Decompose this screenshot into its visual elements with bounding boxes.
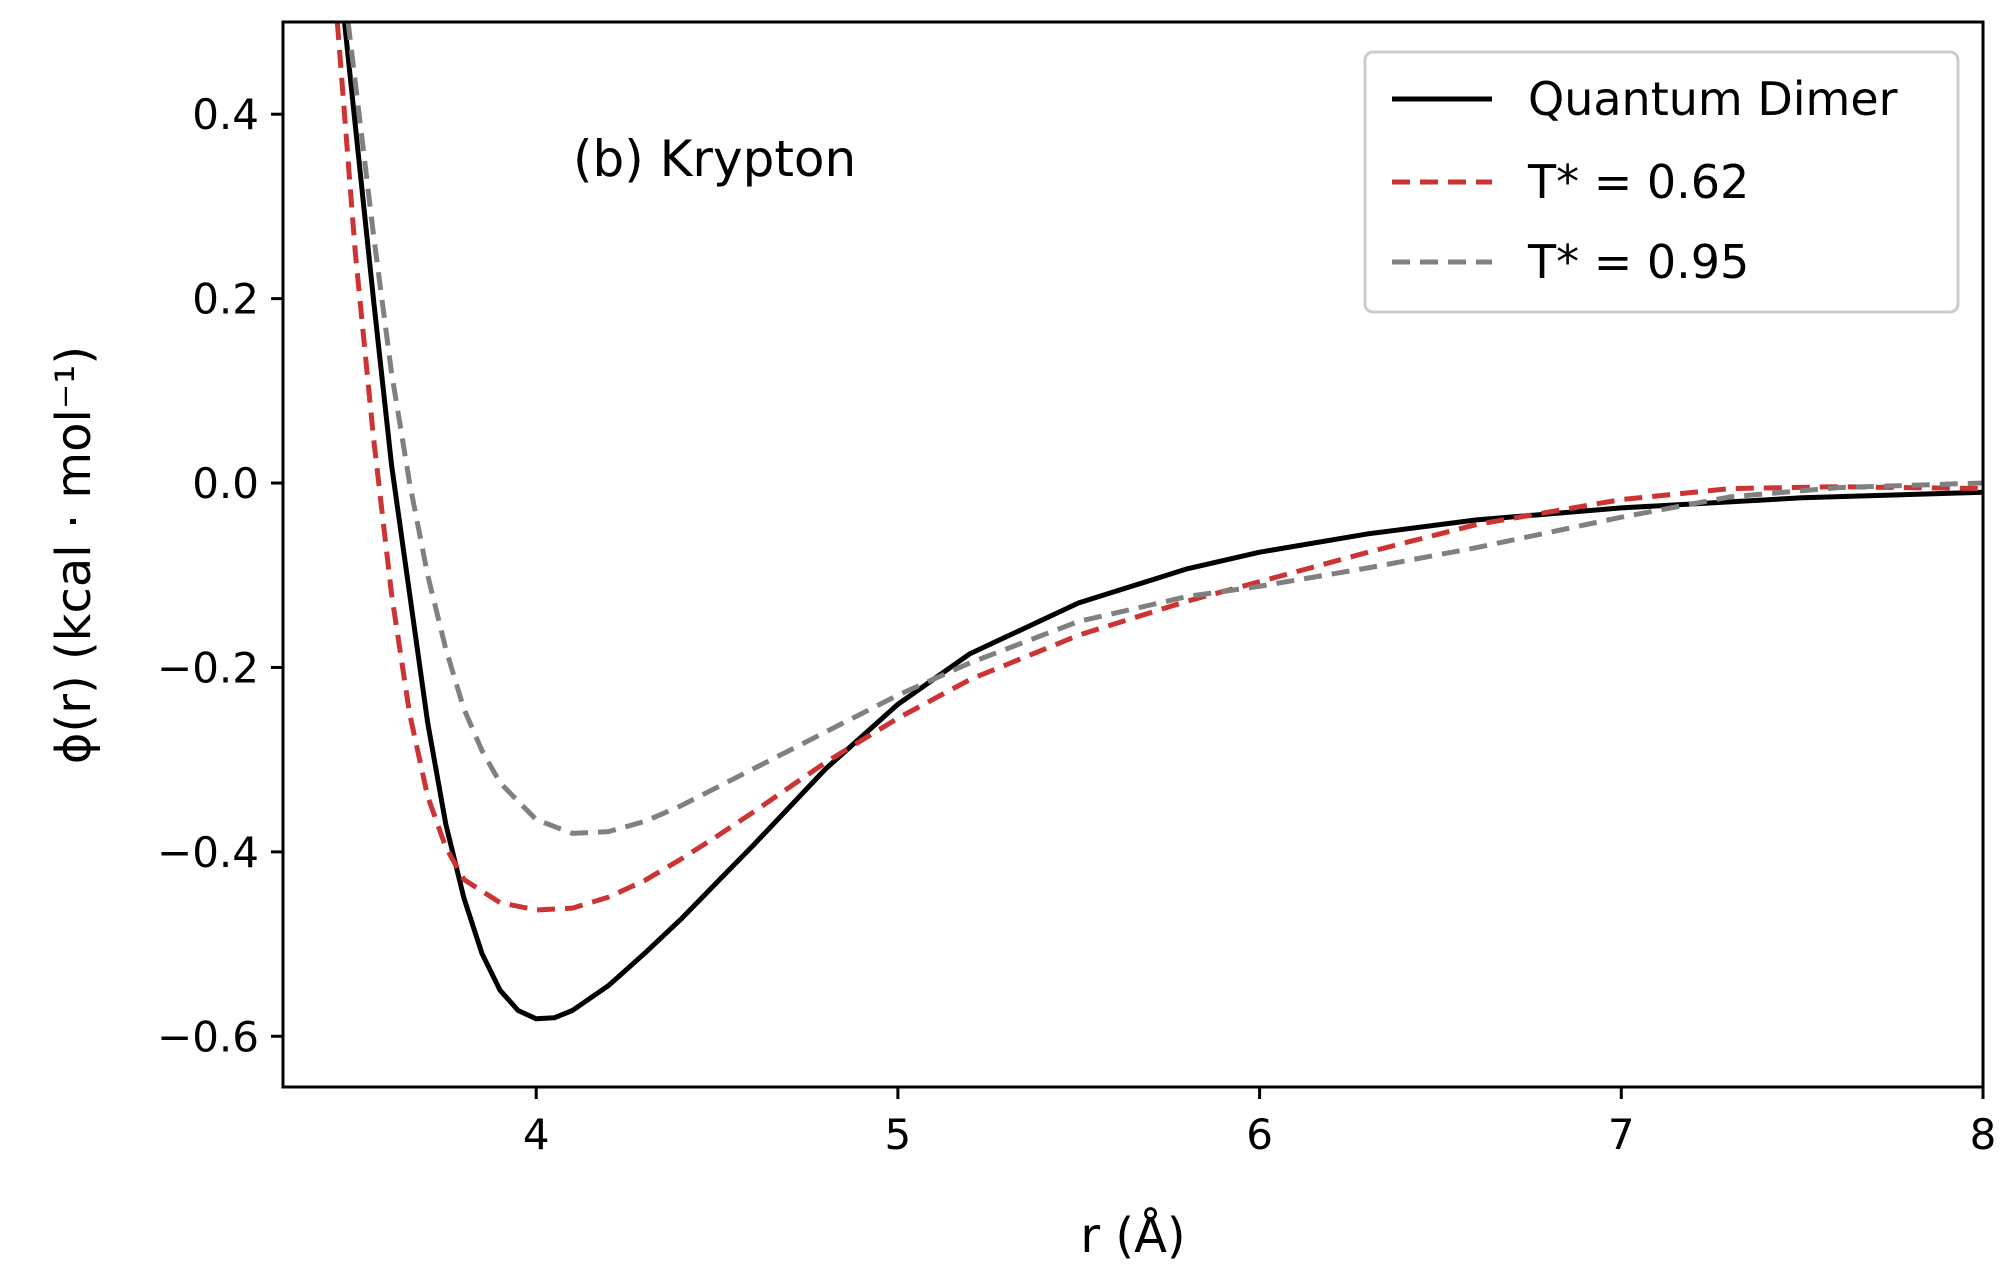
y-tick-label: −0.6	[157, 1012, 259, 1061]
series-line-2	[345, 22, 1983, 836]
panel-annotation: (b) Krypton	[573, 130, 856, 188]
y-tick-label: −0.4	[157, 828, 259, 877]
y-tick-label: 0.0	[192, 459, 259, 508]
x-tick-label: 4	[523, 1110, 550, 1159]
x-tick-label: 5	[885, 1110, 912, 1159]
x-axis-label: r (Å)	[1080, 1207, 1185, 1264]
series-layer	[334, 22, 1983, 1022]
legend-label-quantum-dimer: Quantum Dimer	[1528, 72, 1898, 126]
y-tick-label: 0.2	[192, 275, 259, 324]
series-line-0	[342, 22, 1983, 1022]
ticks-layer: 4 5 6 7 8 0.4 0.2 0.0 −0.2 −0.4 −0.6	[157, 90, 1996, 1159]
y-tick-label: −0.2	[157, 643, 259, 692]
x-tick-label: 7	[1608, 1110, 1635, 1159]
series-line-1	[334, 22, 1983, 913]
legend: Quantum Dimer T* = 0.62 T* = 0.95	[1363, 50, 1960, 314]
legend-label-t-095: T* = 0.95	[1527, 235, 1749, 289]
plot-frame	[281, 20, 1985, 1089]
y-tick-label: 0.4	[192, 90, 259, 139]
y-axis-label: ϕ(r) (kcal · mol⁻¹)	[46, 346, 102, 764]
x-tick-label: 6	[1246, 1110, 1273, 1159]
legend-box	[1363, 50, 1960, 314]
legend-label-t-062: T* = 0.62	[1527, 155, 1749, 209]
x-tick-label: 8	[1970, 1110, 1997, 1159]
